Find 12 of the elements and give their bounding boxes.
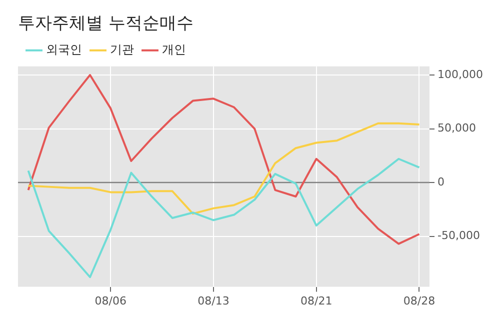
legend-label: 개인 <box>162 42 186 57</box>
y-tick-label: 50,000 <box>438 122 476 135</box>
legend-label: 기관 <box>110 42 134 57</box>
x-tick-label: 08/06 <box>94 294 126 308</box>
y-tick-label: 100,000 <box>438 68 484 81</box>
x-tick-label: 08/28 <box>403 294 436 308</box>
chart-title: 투자주체별 누적순매수 <box>18 14 194 34</box>
legend-label: 외국인 <box>46 42 82 57</box>
y-tick-label: -50,000 <box>438 229 480 242</box>
x-tick-label: 08/21 <box>300 294 332 308</box>
x-tick-label: 08/13 <box>198 294 230 308</box>
y-tick-label: 0 <box>438 175 445 188</box>
